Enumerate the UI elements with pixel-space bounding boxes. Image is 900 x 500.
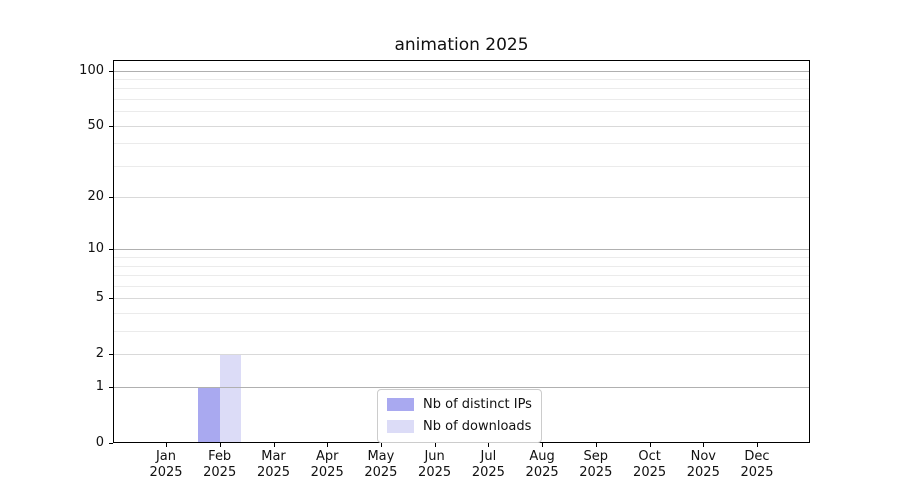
axis-spine-left [113,60,114,443]
x-tick-mark-aug [542,443,544,447]
axis-spine-top [113,60,810,61]
x-tick-mark-mar [273,443,275,447]
y-tick-mark-1 [109,387,113,389]
gridline-minor-80 [114,88,809,90]
y-tick-label-5: 5 [95,290,104,306]
bar-nb-of-distinct-ips-feb [198,387,220,442]
gridline-minor-30 [114,165,809,167]
plot-area: Nb of distinct IPs Nb of downloads [113,60,810,443]
x-tick-label-nov: Nov 2025 [686,449,720,480]
gridline-minor-90 [114,78,809,80]
y-tick-mark-50 [109,125,113,127]
gridline-50 [114,125,809,127]
y-tick-label-20: 20 [87,189,104,205]
gridline-minor-8 [114,265,809,267]
chart-title: animation 2025 [394,35,529,55]
y-tick-mark-10 [109,249,113,251]
gridline-minor-9 [114,257,809,259]
gridline-1 [114,387,809,389]
gridline-minor-4 [114,313,809,315]
y-tick-label-100: 100 [79,62,104,78]
gridline-2 [114,354,809,356]
x-tick-mark-apr [327,443,329,447]
x-tick-label-mar: Mar 2025 [256,449,291,480]
gridline-minor-40 [114,143,809,145]
x-tick-label-jun: Jun 2025 [418,449,452,480]
y-tick-mark-0 [109,443,113,444]
gridline-5 [114,298,809,300]
y-tick-mark-2 [109,354,113,356]
x-tick-label-aug: Aug 2025 [525,449,559,480]
x-tick-label-jul: Jul 2025 [471,449,505,480]
legend-label-distinct-ips: Nb of distinct IPs [423,397,532,412]
x-tick-label-oct: Oct 2025 [633,449,667,480]
gridline-minor-6 [114,285,809,287]
x-tick-mark-jun [434,443,436,447]
x-tick-label-jan: Jan 2025 [149,449,183,480]
gridline-minor-60 [114,111,809,113]
x-tick-mark-feb [219,443,221,447]
y-tick-label-1: 1 [95,379,104,395]
y-tick-mark-100 [109,70,113,72]
x-tick-label-dec: Dec 2025 [740,449,774,480]
x-tick-label-apr: Apr 2025 [310,449,344,480]
gridline-minor-7 [114,275,809,277]
x-tick-mark-oct [649,443,651,447]
y-tick-label-50: 50 [87,117,104,133]
legend-label-downloads: Nb of downloads [423,419,532,434]
x-tick-mark-nov [703,443,705,447]
y-tick-label-10: 10 [87,241,104,257]
x-tick-mark-jan [166,443,167,447]
gridline-20 [114,197,809,199]
axis-spine-right [809,60,810,443]
legend-item-downloads: Nb of downloads [387,417,532,436]
y-tick-mark-20 [109,197,113,199]
x-tick-mark-may [380,443,382,447]
legend-swatch-distinct-ips [387,398,414,411]
x-tick-label-may: May 2025 [364,449,398,480]
x-tick-mark-dec [757,443,758,447]
legend-item-distinct-ips: Nb of distinct IPs [387,395,532,414]
bar-nb-of-downloads-feb [219,354,242,442]
gridline-minor-3 [114,331,809,333]
y-tick-mark-5 [109,298,113,300]
legend-swatch-downloads [387,420,414,433]
x-tick-mark-sep [595,443,597,447]
y-tick-label-0: 0 [95,435,104,450]
x-tick-mark-jul [488,443,490,447]
gridline-100 [114,70,809,72]
legend: Nb of distinct IPs Nb of downloads [377,389,542,443]
y-tick-label-2: 2 [95,346,104,362]
x-tick-label-feb: Feb 2025 [203,449,237,480]
gridline-minor-70 [114,98,809,100]
x-tick-label-sep: Sep 2025 [579,449,613,480]
gridline-10 [114,249,809,251]
